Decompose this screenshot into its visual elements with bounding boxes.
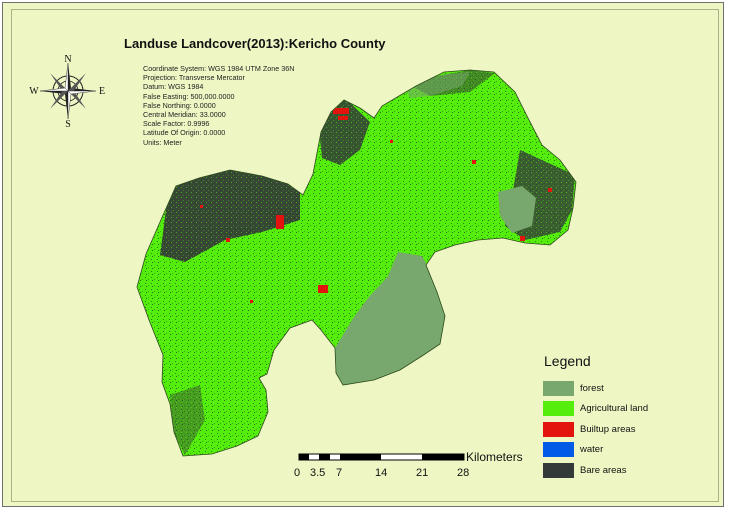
legend-swatch	[543, 401, 574, 417]
scale-tick: 14	[375, 467, 388, 479]
meta-line: Projection: Transverse Mercator	[143, 73, 245, 83]
meta-line: False Easting: 500,000.0000	[143, 91, 235, 101]
builtup-spot	[200, 205, 203, 208]
scale-bar	[298, 453, 465, 461]
builtup-spot	[390, 140, 393, 143]
legend-label: forest	[580, 382, 604, 394]
builtup-spot	[520, 236, 525, 241]
meta-line: Coordinate System: WGS 1984 UTM Zone 36N	[143, 64, 295, 73]
builtup-spot	[318, 285, 328, 293]
bare-area-northwest	[160, 165, 300, 262]
compass-s: S	[65, 119, 71, 128]
meta-line: False Northing: 0.0000	[143, 100, 216, 110]
legend-item-water: water	[540, 440, 710, 461]
compass-n: N	[64, 54, 71, 65]
scale-unit: Kilometers	[466, 450, 523, 464]
builtup-spot	[472, 160, 476, 164]
scale-tick: 21	[416, 467, 429, 479]
builtup-spot	[338, 116, 348, 120]
builtup-spot	[276, 215, 284, 229]
builtup-spot	[226, 238, 230, 242]
forest-area-north	[404, 72, 470, 98]
forest-area-east	[498, 186, 536, 233]
legend-label: Builtup areas	[580, 423, 636, 435]
scale-tick: 0	[294, 467, 301, 479]
builtup-spot	[262, 430, 266, 434]
legend-item-forest: forest	[540, 378, 710, 399]
forest-area-south	[335, 252, 445, 385]
legend-label: Bare areas	[580, 464, 627, 476]
north-arrow-icon: N S W E	[29, 54, 105, 128]
map-title: Landuse Landcover(2013):Kericho County	[124, 36, 386, 51]
legend-swatch	[543, 462, 574, 478]
meta-line: Units: Meter	[143, 137, 182, 147]
compass-e: E	[99, 86, 105, 97]
meta-line: Scale Factor: 0.9996	[143, 119, 210, 129]
coordinate-system-info: Coordinate System: WGS 1984 UTM Zone 36N…	[143, 64, 294, 147]
bare-area-north	[318, 98, 370, 165]
legend-label: water	[580, 444, 604, 456]
legend-item-agricultural-land: Agricultural land	[540, 399, 710, 420]
builtup-spot	[333, 108, 349, 114]
builtup-spot	[548, 188, 552, 192]
neatline	[11, 9, 719, 502]
legend-swatch	[543, 421, 574, 437]
meta-line: Central Meridian: 33.0000	[143, 110, 226, 120]
scale-tick: 3.5	[310, 467, 326, 479]
legend-swatch	[543, 380, 574, 396]
compass-w: W	[29, 86, 39, 97]
scale-tick: 7	[336, 467, 343, 479]
legend-item-builtup-areas: Builtup areas	[540, 419, 710, 440]
legend-label: Agricultural land	[580, 403, 649, 415]
meta-line: Datum: WGS 1984	[143, 82, 204, 92]
legend-title: Legend	[544, 353, 591, 369]
scale-tick: 28	[457, 467, 470, 479]
bare-area-south	[170, 385, 205, 455]
landcover-layers	[160, 70, 575, 455]
builtup-spot	[250, 300, 253, 303]
legend-item-bare-areas: Bare areas	[540, 460, 710, 481]
legend-swatch	[543, 442, 574, 458]
legend: Legend forest Agricultural land Builtup …	[540, 353, 710, 481]
meta-line: Latitude Of Origin: 0.0000	[143, 128, 226, 138]
